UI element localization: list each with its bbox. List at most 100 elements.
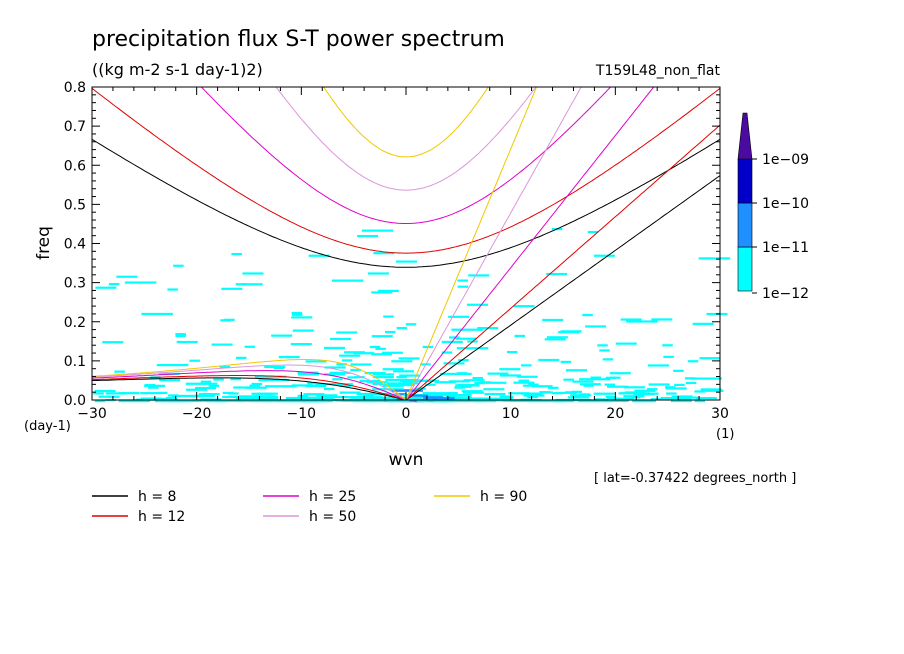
heatmap-cell <box>194 386 216 390</box>
heatmap-cell <box>239 395 261 398</box>
heatmap-cell <box>454 386 465 389</box>
heatmap-cell <box>305 399 327 402</box>
heatmap-cell <box>485 381 507 384</box>
heatmap-cell <box>175 333 186 336</box>
heatmap-cell <box>264 385 297 388</box>
heatmap-cell <box>567 396 589 399</box>
y-tick-label: 0.8 <box>64 80 86 96</box>
heatmap-cell <box>361 229 394 232</box>
heatmap-cell <box>268 378 290 382</box>
heatmap-cell <box>340 384 352 387</box>
colorbar-label: 1e−10 <box>762 196 809 212</box>
heatmap-cell <box>665 387 687 390</box>
heatmap-cell <box>521 392 543 395</box>
heatmap-cell <box>416 399 428 403</box>
heatmap-cell <box>156 363 189 367</box>
heatmap-cell <box>268 399 290 403</box>
heatmap-cell <box>480 381 491 384</box>
heatmap-cell <box>571 390 583 393</box>
heatmap-cell <box>660 396 672 400</box>
heatmap-cell <box>354 376 365 379</box>
colorbar-label: 1e−12 <box>762 286 809 302</box>
heatmap-cell <box>461 390 483 393</box>
dispersion-curves <box>92 87 720 400</box>
heatmap-cell <box>193 394 215 397</box>
heatmap-cell <box>612 397 634 400</box>
heatmap-cell <box>278 355 300 359</box>
heatmap-cell <box>558 331 580 334</box>
y-tick-label: 0.0 <box>64 393 86 409</box>
heatmap-cell <box>256 392 278 395</box>
heatmap-cell <box>626 320 658 323</box>
legend-label: h = 25 <box>309 489 356 505</box>
heatmap-cell <box>339 354 361 357</box>
heatmap-cell <box>324 366 346 369</box>
heatmap-cell <box>419 393 441 397</box>
heatmap-cell <box>455 337 477 340</box>
heatmap-cell <box>483 388 505 391</box>
heatmap-cell <box>695 396 717 400</box>
heatmap-cell <box>605 395 617 399</box>
heatmap-cell <box>646 388 658 391</box>
heatmap-cell <box>423 396 455 400</box>
heatmap-cell <box>456 347 489 350</box>
heatmap-cell <box>398 357 420 360</box>
heatmap-cell <box>235 397 257 400</box>
y-tick-label: 0.5 <box>64 197 86 213</box>
heatmap-cell <box>422 392 455 395</box>
heatmap-cell <box>316 394 338 397</box>
heatmap-cell <box>95 286 117 289</box>
heatmap-cell <box>261 399 272 403</box>
heatmap-cell <box>396 326 408 330</box>
x-tick-label: 0 <box>402 406 411 422</box>
colorbar: 1e−09 1e−10 1e−11 1e−12 <box>737 112 809 302</box>
heatmap-cell <box>390 384 401 387</box>
heatmap-cell <box>651 318 673 321</box>
heatmap-cell <box>579 383 601 386</box>
heatmap-cell <box>373 399 395 402</box>
heatmap-cell <box>244 345 256 348</box>
heatmap-cell <box>623 386 645 389</box>
heatmap-cell <box>399 374 421 377</box>
heatmap-cell <box>303 393 325 396</box>
heatmap-cell <box>676 396 698 399</box>
heatmap-cell <box>336 331 358 334</box>
heatmap-cell <box>692 322 714 325</box>
heatmap-cell <box>468 274 490 277</box>
heatmap-cell <box>233 386 255 389</box>
heatmap-cell <box>662 344 673 347</box>
heatmap-cell <box>308 254 330 257</box>
heatmap-cell <box>387 399 409 403</box>
y-tick-label: 0.1 <box>64 354 86 370</box>
heatmap-cell <box>180 399 202 403</box>
heatmap-cell <box>394 393 406 396</box>
heatmap-cell <box>459 399 491 402</box>
heatmap-cell <box>415 387 426 390</box>
heatmap-cell <box>420 363 431 366</box>
heatmap-cell <box>633 393 655 396</box>
x-tick-label: −10 <box>287 406 317 422</box>
heatmap-cell <box>402 381 414 385</box>
heatmap-cell <box>469 384 480 387</box>
legend-label: h = 90 <box>480 489 527 505</box>
heatmap-cell <box>383 315 394 318</box>
heatmap-cell <box>324 373 346 376</box>
heatmap-cell <box>401 396 423 399</box>
heatmap-cell <box>443 362 465 365</box>
heatmap-cell <box>605 376 617 379</box>
heatmap-cell <box>214 399 226 403</box>
heatmap-cell <box>357 234 379 238</box>
heatmap-cell <box>381 351 403 354</box>
heatmap-cell <box>466 303 488 306</box>
heatmap-cell <box>694 390 705 393</box>
heatmap-cell <box>221 287 243 290</box>
heatmap-cell <box>156 391 168 395</box>
heatmap-cell <box>377 289 399 292</box>
heatmap-cell <box>455 384 477 387</box>
heatmap-cell <box>189 359 200 362</box>
heatmap-cell <box>472 376 484 380</box>
heatmap-cell <box>594 398 606 401</box>
heatmap-cell <box>273 366 285 370</box>
heatmap-cell <box>241 283 263 286</box>
heatmap-cell <box>363 396 396 399</box>
